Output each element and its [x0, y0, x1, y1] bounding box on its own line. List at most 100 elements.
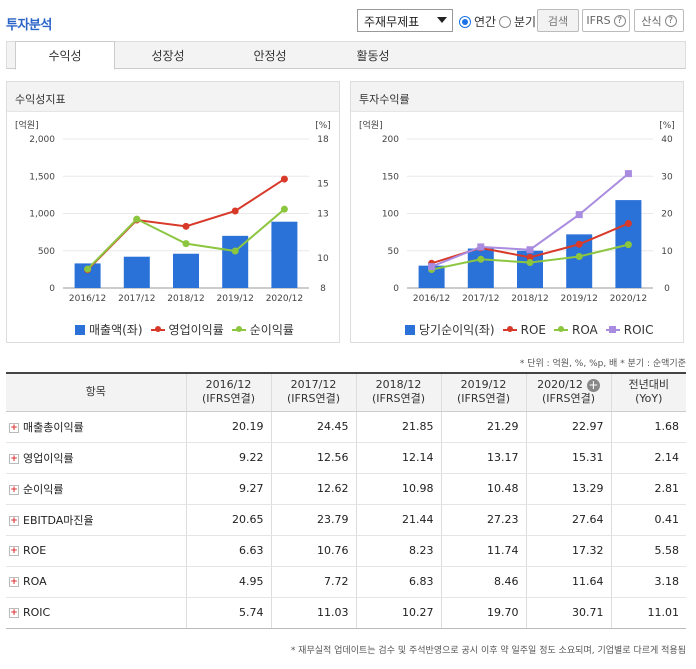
data-point [575, 240, 583, 248]
expand-icon[interactable]: + [9, 453, 19, 464]
search-button[interactable]: 검색 [537, 9, 579, 32]
statement-type-select[interactable]: 주재무제표 [357, 9, 453, 32]
table-cell: 2.81 [610, 473, 686, 505]
data-point [575, 252, 583, 260]
table-cell: 10.48 [440, 473, 526, 505]
footer-note: * 재무실적 업데이트는 검수 및 주석반영으로 공시 이후 약 일주일 정도 … [290, 646, 686, 656]
left-axis-unit: [억원] [15, 119, 39, 131]
tab-activity[interactable]: 활동성 [356, 49, 390, 63]
table-cell: 11.64 [525, 566, 611, 598]
line-swatch [231, 325, 246, 332]
table-cell: 19.70 [440, 597, 526, 629]
row-name: ROIC [23, 606, 51, 619]
chart-legend: 당기순이익(좌) ROE ROA ROIC [405, 321, 661, 338]
table-row: + EBITDA마진율 20.65 23.79 21.44 27.23 27.64 0.41 [6, 504, 686, 536]
y-tick-label: 0 [49, 284, 55, 294]
row-label: + 순이익률 [6, 473, 186, 505]
row-name: 영업이익률 [23, 451, 74, 465]
data-point [182, 222, 190, 230]
ifrs-help-button[interactable]: IFRS ? [582, 9, 630, 32]
left-axis-unit: [억원] [359, 119, 383, 131]
table-cell: 13.29 [525, 473, 611, 505]
y2-tick-label: 18 [317, 135, 329, 145]
col-header-yoy: 전년대비 (YoY) [610, 373, 686, 412]
y2-tick-label: 20 [661, 210, 673, 220]
col-header: 2017/12 (IFRS연결) [270, 373, 356, 412]
table-cell: 0.41 [610, 504, 686, 536]
y-tick-label: 2,000 [29, 135, 55, 145]
return-chart: [억원] [%] 0 50 100 150 200 0 10 20 30 40 2016/12 2017/… [359, 119, 675, 304]
table-cell: 8.46 [440, 566, 526, 598]
legend-item: ROIC [605, 323, 653, 337]
bar-swatch [405, 324, 415, 335]
radio-off-icon [499, 15, 511, 28]
expand-icon[interactable]: + [9, 608, 19, 618]
table-cell: 9.22 [185, 442, 271, 474]
data-point [280, 205, 288, 213]
right-axis-unit: [%] [659, 121, 675, 131]
col-header-item: 항목 [6, 373, 186, 412]
legend-label: 당기순이익(좌) [419, 323, 495, 337]
add-column-icon[interactable]: + [586, 378, 600, 393]
line-swatch [605, 325, 620, 333]
data-point [133, 215, 141, 223]
x-tick-label: 2017/12 [462, 294, 499, 304]
table-cell: 3.18 [610, 566, 686, 598]
tab-growth[interactable]: 성장성 [151, 49, 185, 63]
radio-quarter[interactable]: 분기 [499, 13, 536, 30]
table-cell: 11.03 [270, 597, 356, 629]
table-cell: 13.17 [440, 442, 526, 474]
y2-tick-label: 0 [664, 284, 670, 294]
row-label: + 영업이익률 [6, 442, 186, 474]
x-tick-label: 2017/12 [118, 294, 155, 304]
expand-icon[interactable]: + [9, 484, 19, 495]
x-tick-label: 2019/12 [561, 294, 598, 304]
ifrs-label: IFRS [586, 14, 611, 27]
table-cell: 30.71 [525, 597, 611, 629]
y2-tick-label: 30 [661, 172, 673, 182]
formula-help-button[interactable]: 산식 ? [634, 9, 684, 32]
ratio-table: 항목 2016/12 (IFRS연결) 2017/12 (IFRS연결) 2018/… [6, 372, 686, 629]
table-cell: 10.98 [355, 473, 441, 505]
table-cell: 21.85 [355, 411, 441, 443]
table-cell: 12.56 [270, 442, 356, 474]
table-row: + ROE 6.63 10.76 8.23 11.74 17.32 5.58 [6, 535, 686, 567]
data-point [526, 259, 534, 267]
unit-note: * 단위 : 억원, %, %p, 배 * 분기 : 순액기준 [519, 359, 686, 369]
x-tick-label: 2016/12 [413, 294, 450, 304]
table-cell: 10.76 [270, 535, 356, 567]
table-cell: 7.72 [270, 566, 356, 598]
table-cell: 20.19 [185, 411, 271, 443]
row-label: + ROIC [6, 597, 186, 629]
bar [467, 248, 494, 288]
radio-quarter-label: 분기 [514, 15, 537, 29]
table-cell: 9.27 [185, 473, 271, 505]
expand-icon[interactable]: + [9, 515, 19, 526]
help-icon: ? [664, 14, 677, 27]
bar [271, 221, 298, 288]
expand-icon[interactable]: + [9, 546, 19, 556]
profitability-chart: [억원] [%] 0 500 1,000 1,500 2,000 8 10 13 15 18 2016/… [15, 119, 331, 304]
table-cell: 11.01 [610, 597, 686, 629]
formula-label: 산식 [641, 14, 662, 28]
bar [173, 253, 199, 288]
tab-stability[interactable]: 안정성 [253, 49, 287, 63]
col-header: 2018/12 (IFRS연결) [355, 373, 441, 412]
table-cell: 21.29 [440, 411, 526, 443]
tab-profitability[interactable]: 수익성 [15, 41, 115, 70]
row-name: 순이익률 [23, 482, 64, 496]
y-tick-label: 0 [393, 284, 399, 294]
select-value: 주재무제표 [364, 15, 420, 29]
legend-item: ROE [502, 323, 546, 337]
bar [418, 265, 445, 288]
y2-tick-label: 10 [317, 254, 329, 264]
row-name: 매출총이익률 [23, 420, 84, 434]
table-cell: 5.58 [610, 535, 686, 567]
expand-icon[interactable]: + [9, 577, 19, 587]
expand-icon[interactable]: + [9, 422, 19, 433]
table-cell: 21.44 [355, 504, 441, 536]
table-cell: 12.62 [270, 473, 356, 505]
table-cell: 8.23 [355, 535, 441, 567]
radio-annual[interactable]: 연간 [459, 13, 496, 30]
return-chart-panel: 투자수익률 [억원] [%] 0 50 100 150 200 0 10 20 30 40 2016/1… [350, 81, 684, 343]
